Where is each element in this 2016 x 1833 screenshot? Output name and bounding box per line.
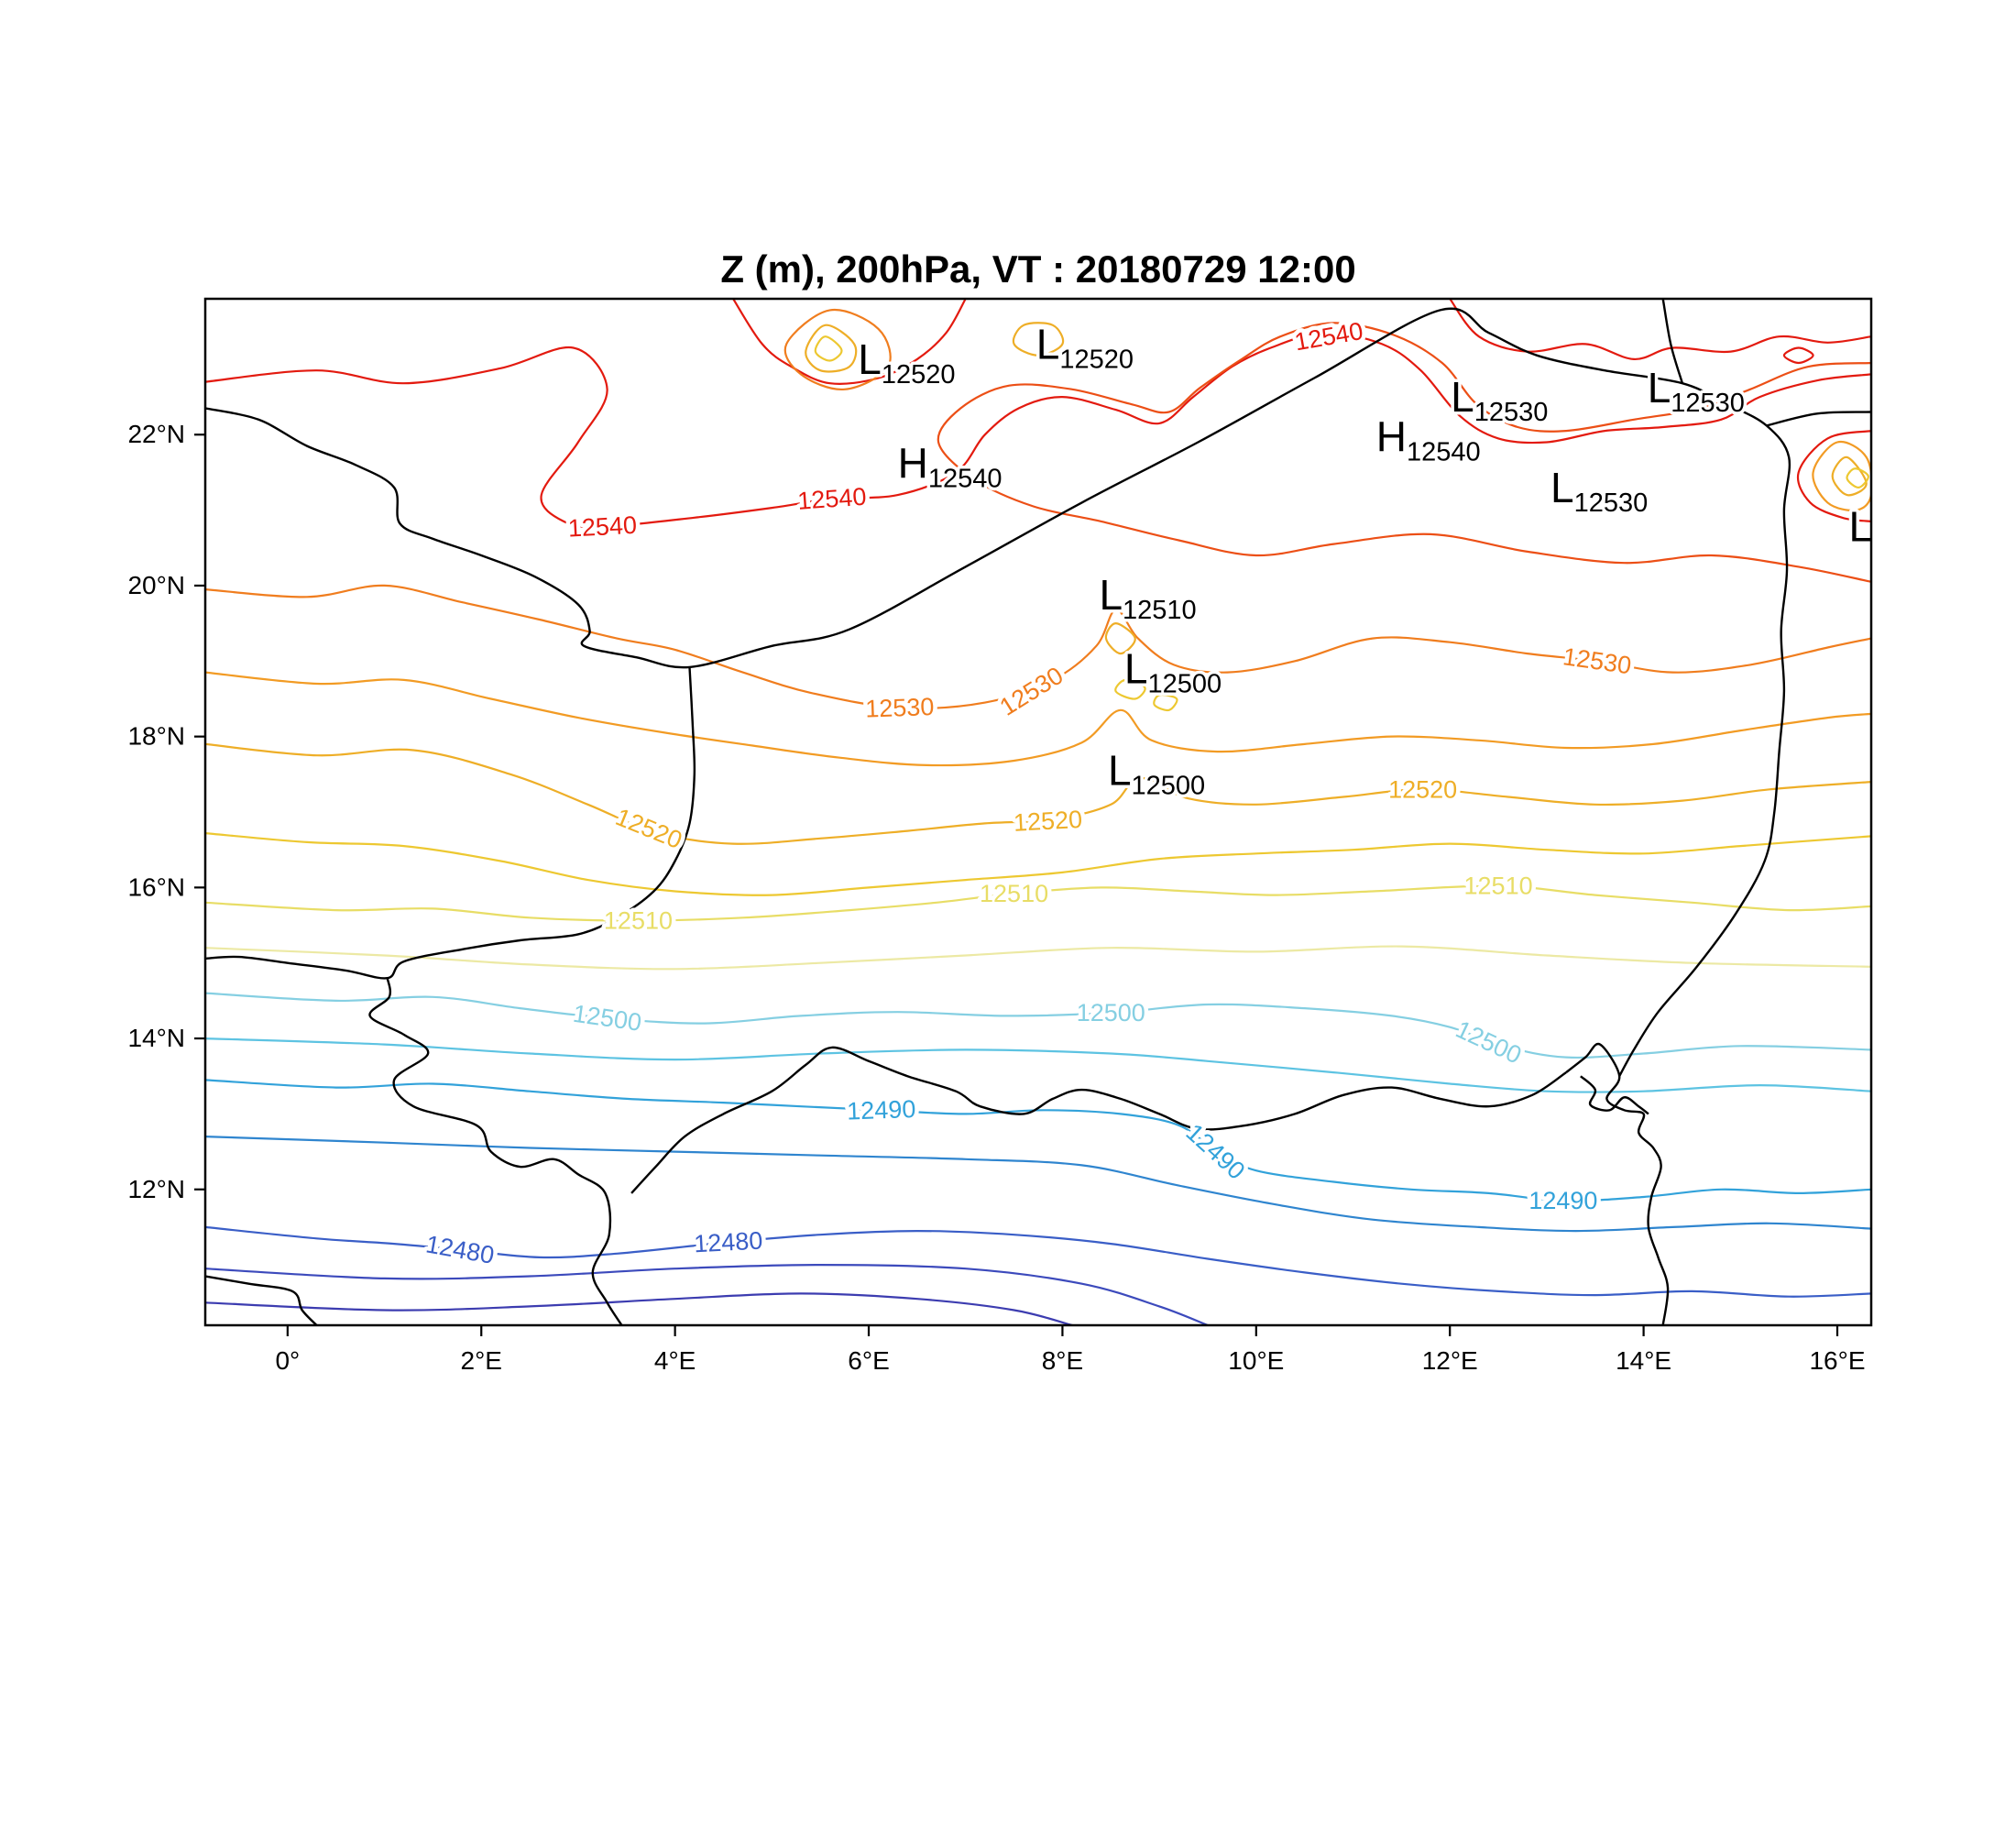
x-tick-label: 4°E <box>654 1346 696 1375</box>
contour-label-12530: 12530 <box>865 693 935 723</box>
y-tick-label: 12°N <box>127 1175 185 1203</box>
x-tick-label: 0° <box>275 1346 300 1375</box>
y-tick-label: 18°N <box>127 722 185 751</box>
contour-label-12500: 12500 <box>1077 999 1145 1026</box>
chart-title: Z (m), 200hPa, VT : 20180729 12:00 <box>720 247 1355 291</box>
border-mali-niger-burkina <box>205 666 696 980</box>
contour-line-12515 <box>1114 678 1146 700</box>
border-chad-libya-east <box>1766 411 1871 427</box>
contour-line-12515 <box>205 832 1871 896</box>
contour-line-12490 <box>205 1079 1871 1202</box>
extrema-h-marker: H12540 <box>1376 413 1481 467</box>
contour-line-12525 <box>205 671 1871 767</box>
contour-label-12540: 12540 <box>567 511 638 543</box>
y-tick-label: 14°N <box>127 1024 185 1052</box>
contour-line-12485 <box>205 1136 1871 1233</box>
contour-label-12530: 12530 <box>1561 642 1634 679</box>
extrema-l-marker: L12520 <box>858 335 955 390</box>
contour-line-12510 <box>205 884 1871 922</box>
contour-label-12540: 12540 <box>796 483 867 515</box>
contour-label-12520: 12520 <box>612 803 686 854</box>
contour-line-12480 <box>205 1225 1871 1298</box>
contour-line-12515 <box>1153 694 1178 712</box>
plot-area: 12540 12540 12540 12530 12530 12530 12520 12520… <box>205 299 1873 1325</box>
contour-line-12525 <box>1812 440 1871 512</box>
extrema-l-marker: L12500 <box>1108 747 1205 801</box>
y-tick-label: 16°N <box>127 873 185 901</box>
contour-label-12490: 12490 <box>847 1095 916 1125</box>
extrema-l-marker: L12520 <box>1036 320 1134 374</box>
contour-line-12520 <box>205 742 1871 845</box>
extrema-l-marker: L12530 <box>1648 364 1745 418</box>
border-niger-nigeria <box>630 1046 1567 1194</box>
x-tick-label: 10°E <box>1228 1346 1284 1375</box>
contour-line-12515 <box>1846 467 1869 488</box>
extrema-l-marker: L <box>1849 503 1873 551</box>
contour-line-12500 <box>205 992 1871 1059</box>
contour-label-12510: 12510 <box>604 907 673 935</box>
contour-line-12520 <box>1104 621 1136 655</box>
extrema-l-marker: L12530 <box>1451 373 1548 427</box>
contour-label-12510: 12510 <box>980 880 1048 907</box>
border-burkina-niger-benin <box>368 977 623 1325</box>
x-tick-label: 6°E <box>848 1346 889 1375</box>
contour-line-12495 <box>205 1037 1871 1093</box>
contour-label-12500: 12500 <box>1452 1015 1526 1070</box>
contour-label-12480: 12480 <box>423 1230 496 1269</box>
extrema-l-marker: L12510 <box>1099 571 1196 625</box>
x-tick-label: 2°E <box>461 1346 502 1375</box>
contour-label-12520: 12520 <box>1013 806 1083 837</box>
contour-line-12515 <box>814 335 843 362</box>
contour-line-12530 <box>205 584 1871 710</box>
contour-line-12540 <box>732 299 967 385</box>
contour-line-12530 <box>783 308 892 390</box>
axes: 0° 2°E 4°E 6°E 8°E 10°E 12°E 14°E 16°E 12°N 14°N 16… <box>127 297 1873 1375</box>
border-ghana-togo <box>205 1275 318 1325</box>
x-tick-label: 8°E <box>1042 1346 1083 1375</box>
contour-label-12510: 12510 <box>1464 873 1533 900</box>
contour-line-12470 <box>205 1292 1074 1325</box>
y-tick-label: 20°N <box>127 571 185 599</box>
contour-line-12520 <box>1831 456 1868 497</box>
contour-line-12535 <box>937 322 1871 583</box>
contour-label-12520: 12520 <box>1388 775 1457 803</box>
x-tick-label: 16°E <box>1809 1346 1865 1375</box>
extrema-l-marker: L12530 <box>1550 464 1648 518</box>
contour-label-12540: 12540 <box>1293 317 1365 357</box>
contour-label-12530: 12530 <box>995 662 1068 721</box>
contour-line-12540 <box>1449 299 1871 361</box>
x-tick-label: 12°E <box>1422 1346 1478 1375</box>
contour-line-12540 <box>1796 430 1871 522</box>
extrema-l-marker: L12500 <box>1124 645 1222 699</box>
extrema-h-marker: H12540 <box>898 440 1003 494</box>
contour-line-12520 <box>805 324 858 373</box>
contour-label-12480: 12480 <box>693 1226 763 1257</box>
contour-line-12475 <box>205 1263 1210 1325</box>
contour-line-12520 <box>1012 322 1065 357</box>
border-algeria-niger-libya-chad <box>205 307 1791 1077</box>
contour-label-12500: 12500 <box>571 1000 643 1037</box>
border-lake-chad-shore <box>1580 1075 1649 1115</box>
contour-line-12540 <box>205 331 1871 529</box>
border-lake-chad-cameroon <box>1565 1042 1670 1325</box>
x-tick-label: 14°E <box>1616 1346 1671 1375</box>
plot-frame <box>203 297 1873 1327</box>
contour-line-12540 <box>1782 346 1814 365</box>
border-libya-chad-north <box>1661 299 1684 384</box>
contour-label-12490: 12490 <box>1528 1187 1597 1214</box>
y-tick-label: 22°N <box>127 420 185 448</box>
contour-line-12505 <box>205 945 1871 971</box>
